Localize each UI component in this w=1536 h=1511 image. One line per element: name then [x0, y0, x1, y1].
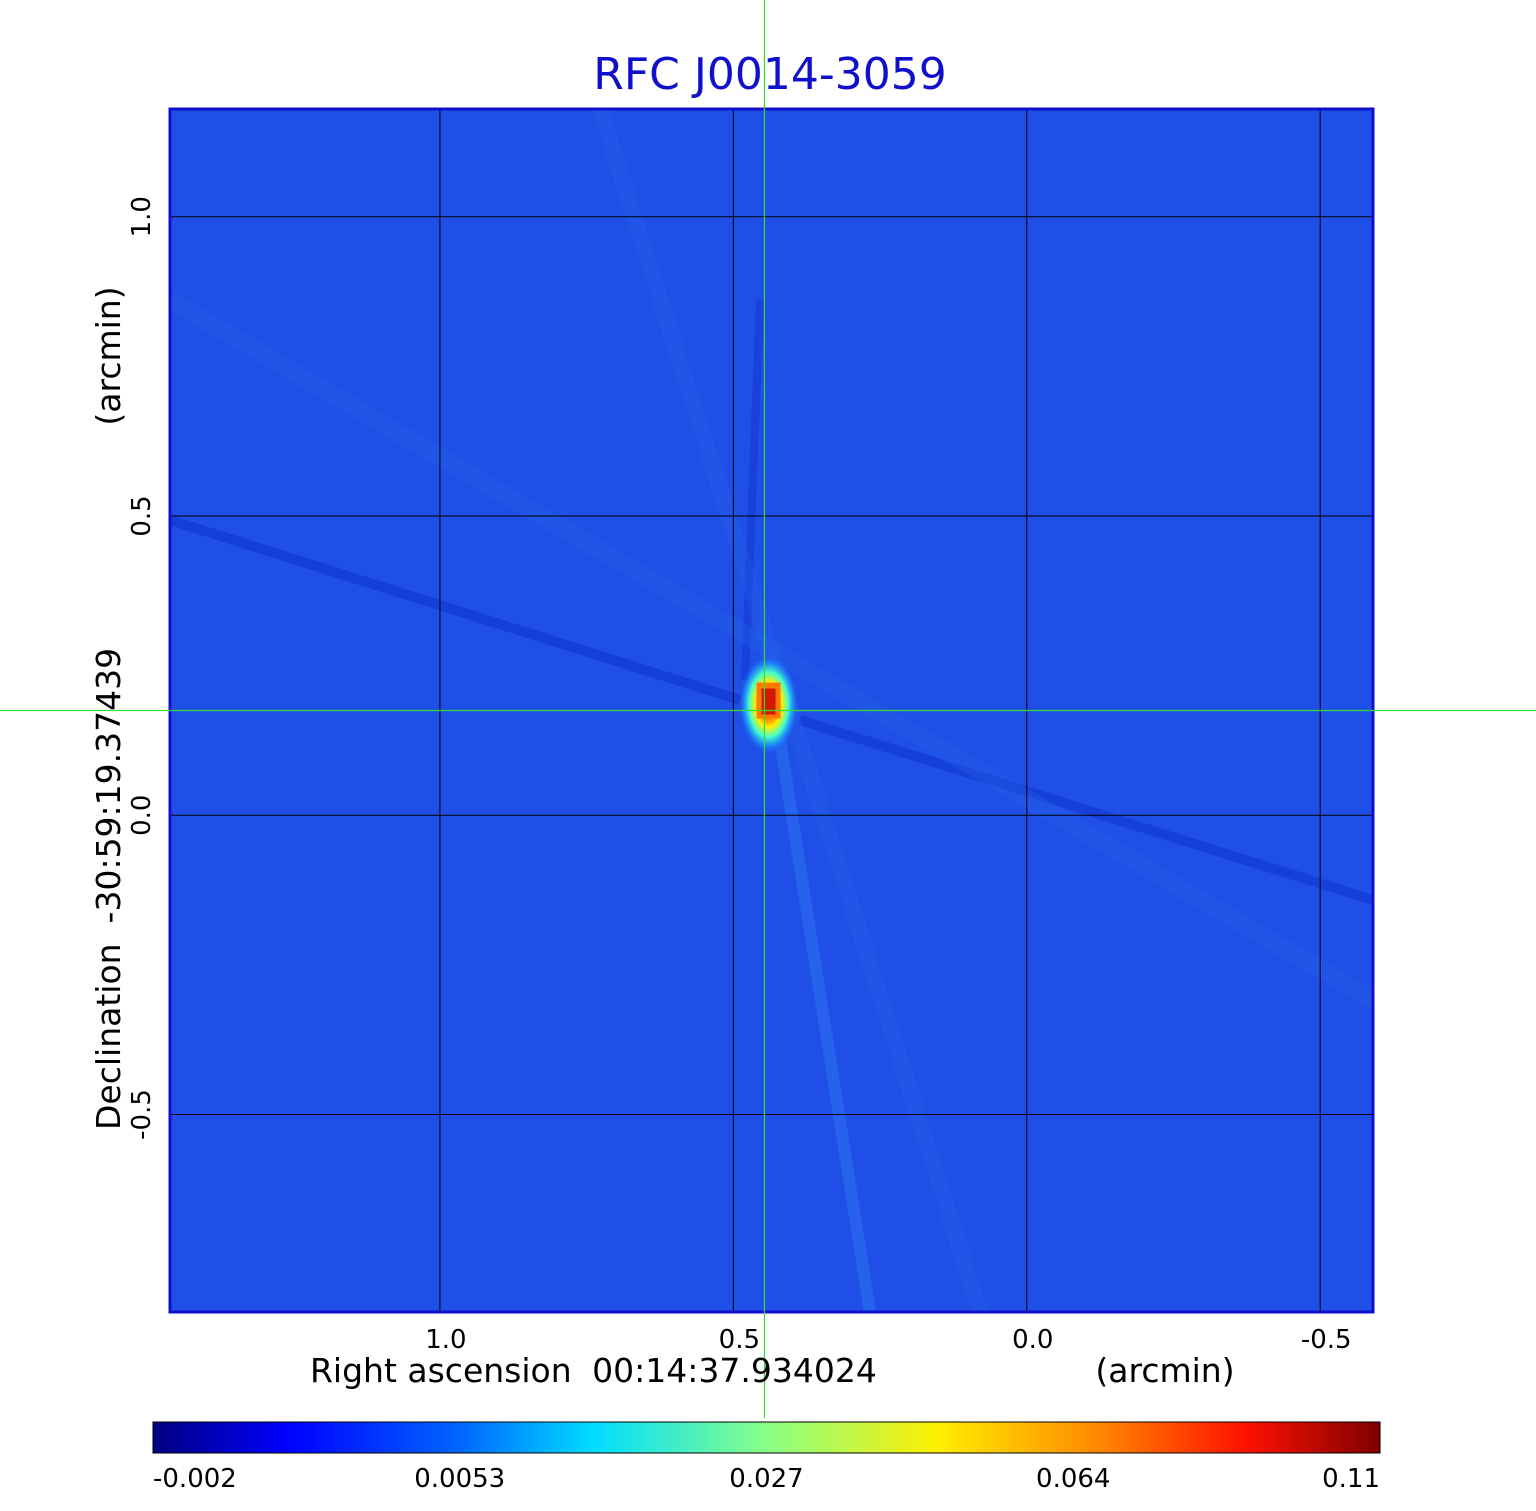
colorbar — [152, 1421, 1381, 1454]
colorbar-tick-label: 0.11 — [1322, 1464, 1380, 1494]
colorbar-tick-labels: -0.002 0.0053 0.027 0.064 0.11 — [153, 1464, 1380, 1494]
y-axis-label: Declination -30:59:19.37439 — [89, 648, 128, 1130]
sidelobe-streak — [774, 739, 876, 1312]
x-tick-label: 1.0 — [425, 1325, 466, 1355]
y-tick-label: 1.0 — [127, 196, 157, 237]
y-axis-unit: (arcmin) — [89, 286, 128, 425]
x-tick-label: 0.5 — [719, 1325, 760, 1355]
x-axis-spacer — [572, 1351, 583, 1390]
x-tick-labels: 1.0 0.5 0.0 -0.5 — [425, 1325, 1351, 1355]
x-tick-label: 0.0 — [1012, 1325, 1053, 1355]
y-axis-unit-wrap: (arcmin) — [89, 286, 128, 425]
y-tick-labels: 1.0 0.5 0.0 -0.5 — [127, 196, 157, 1140]
colorbar-tick-label: 0.064 — [1036, 1464, 1110, 1494]
y-tick-label-wrap: 0.0 — [127, 795, 157, 836]
y-tick-label: 0.0 — [127, 795, 157, 836]
sidelobe-streak — [170, 515, 742, 705]
radio-source — [738, 654, 799, 755]
y-tick-label-wrap: -0.5 — [127, 1089, 157, 1140]
y-tick-label: 0.5 — [127, 495, 157, 536]
x-tick-label: -0.5 — [1301, 1325, 1352, 1355]
x-axis-reference: 00:14:37.934024 — [592, 1351, 877, 1390]
x-axis-label: Right ascension 00:14:37.934024 — [310, 1351, 877, 1390]
colorbar-tick-label: 0.027 — [729, 1464, 803, 1494]
y-tick-label-wrap: 1.0 — [127, 196, 157, 237]
colorbar-tick-label: -0.002 — [153, 1464, 237, 1494]
y-tick-label: -0.5 — [127, 1089, 157, 1140]
sidelobe-streak — [741, 299, 764, 681]
x-axis-unit: (arcmin) — [1095, 1351, 1234, 1390]
colorbar-tick-label: 0.0053 — [414, 1464, 505, 1494]
y-axis-name: Declination — [89, 943, 128, 1130]
chart-title: RFC J0014-3059 — [593, 49, 946, 100]
source-core-peak — [761, 688, 776, 715]
x-axis-name: Right ascension — [310, 1351, 572, 1390]
sidelobe-streak — [170, 292, 1373, 1008]
sidelobe-streak — [798, 715, 1373, 905]
y-tick-label-wrap: 0.5 — [127, 495, 157, 536]
y-axis-reference: -30:59:19.37439 — [89, 648, 128, 924]
svg-text:Declination-30:59:19.37439: Declination -30:59:19.37439 — [89, 648, 128, 1130]
crosshair — [0, 0, 1536, 1418]
